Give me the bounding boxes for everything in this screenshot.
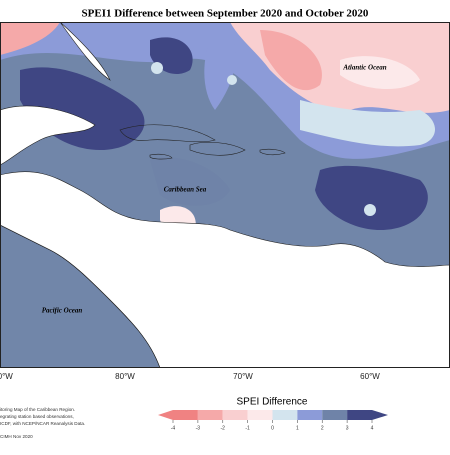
legend-swatch	[322, 410, 348, 420]
legend-swatch	[197, 410, 223, 420]
legend-swatch	[297, 410, 323, 420]
ocean-label: Atlantic Ocean	[342, 64, 386, 72]
legend-tick-label: -3	[196, 425, 201, 431]
credit-line: CIMH Nov 2020	[0, 434, 33, 439]
ocean-label: Caribbean Sea	[164, 186, 207, 194]
legend-arrow	[372, 410, 388, 420]
legend-tick-label: 1	[296, 425, 299, 431]
legend-tick-label: 2	[321, 425, 324, 431]
ocean-label: Pacific Ocean	[42, 307, 83, 315]
legend-swatch	[272, 410, 298, 420]
legend-tick-label: 4	[371, 425, 374, 431]
map: Atlantic Ocean Caribbean Sea Pacific Oce…	[0, 22, 450, 368]
map-title: SPEI1 Difference between September 2020 …	[82, 8, 369, 20]
credits: itoring Map of the Caribbean Region. egra…	[0, 407, 85, 439]
legend-tick-label: 3	[346, 425, 349, 431]
credit-line: itoring Map of the Caribbean Region.	[0, 407, 75, 412]
legend-swatch	[347, 410, 372, 420]
longitude-label: 90°W	[0, 372, 13, 381]
legend-tick-label: -1	[245, 425, 250, 431]
credit-line: ICDF, with NCEP/NCAR Reanalysis Data.	[0, 421, 85, 426]
legend: -4 -3 -2 -1 0 1 2 3 4	[158, 410, 388, 431]
longitude-label: 70°W	[233, 372, 253, 381]
legend-title: SPEI Difference	[237, 397, 308, 408]
longitude-label: 80°W	[115, 372, 135, 381]
legend-tick-label: -4	[171, 425, 176, 431]
legend-swatch	[247, 410, 273, 420]
legend-swatch	[173, 410, 198, 420]
credit-line: egrating station based observations,	[0, 414, 74, 419]
legend-tick-label: -2	[221, 425, 226, 431]
legend-arrow	[158, 410, 173, 420]
legend-swatch	[222, 410, 248, 420]
longitude-label: 60°W	[360, 372, 380, 381]
legend-tick-label: 0	[271, 425, 274, 431]
